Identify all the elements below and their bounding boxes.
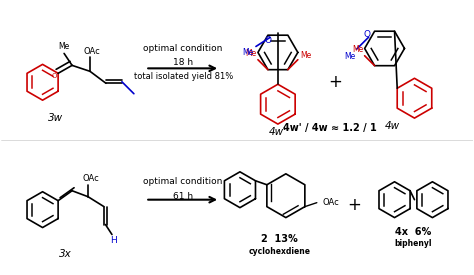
Text: 61 h: 61 h <box>173 192 193 201</box>
Text: OAc: OAc <box>83 47 100 56</box>
Text: H: H <box>110 236 118 245</box>
Text: +: + <box>348 196 362 214</box>
Text: 4x  6%: 4x 6% <box>395 227 432 236</box>
Text: OAc: OAc <box>322 198 339 207</box>
Text: 4w: 4w <box>385 121 400 131</box>
Text: 3x: 3x <box>59 249 72 259</box>
Text: Me: Me <box>352 45 363 54</box>
Text: +: + <box>328 73 342 91</box>
Text: 4w': 4w' <box>269 127 287 137</box>
Text: O: O <box>264 36 272 45</box>
Text: 2  13%: 2 13% <box>262 235 298 244</box>
Text: O: O <box>363 30 370 39</box>
Text: O: O <box>52 73 57 79</box>
Text: Me: Me <box>344 52 356 60</box>
Text: total isolated yield 81%: total isolated yield 81% <box>134 72 233 81</box>
Text: 18 h: 18 h <box>173 58 193 67</box>
Text: optimal condition: optimal condition <box>144 177 223 186</box>
Text: OAc: OAc <box>82 174 100 183</box>
Text: Me: Me <box>246 49 256 58</box>
Text: 3w: 3w <box>48 113 63 123</box>
Text: optimal condition: optimal condition <box>144 44 223 53</box>
Text: cyclohexdiene: cyclohexdiene <box>249 247 311 256</box>
Text: 4w' / 4w ≈ 1.2 / 1: 4w' / 4w ≈ 1.2 / 1 <box>283 123 377 133</box>
Text: biphenyl: biphenyl <box>395 239 432 248</box>
Text: Me: Me <box>300 51 311 60</box>
Text: Me: Me <box>242 48 254 57</box>
Text: Me: Me <box>58 42 70 51</box>
